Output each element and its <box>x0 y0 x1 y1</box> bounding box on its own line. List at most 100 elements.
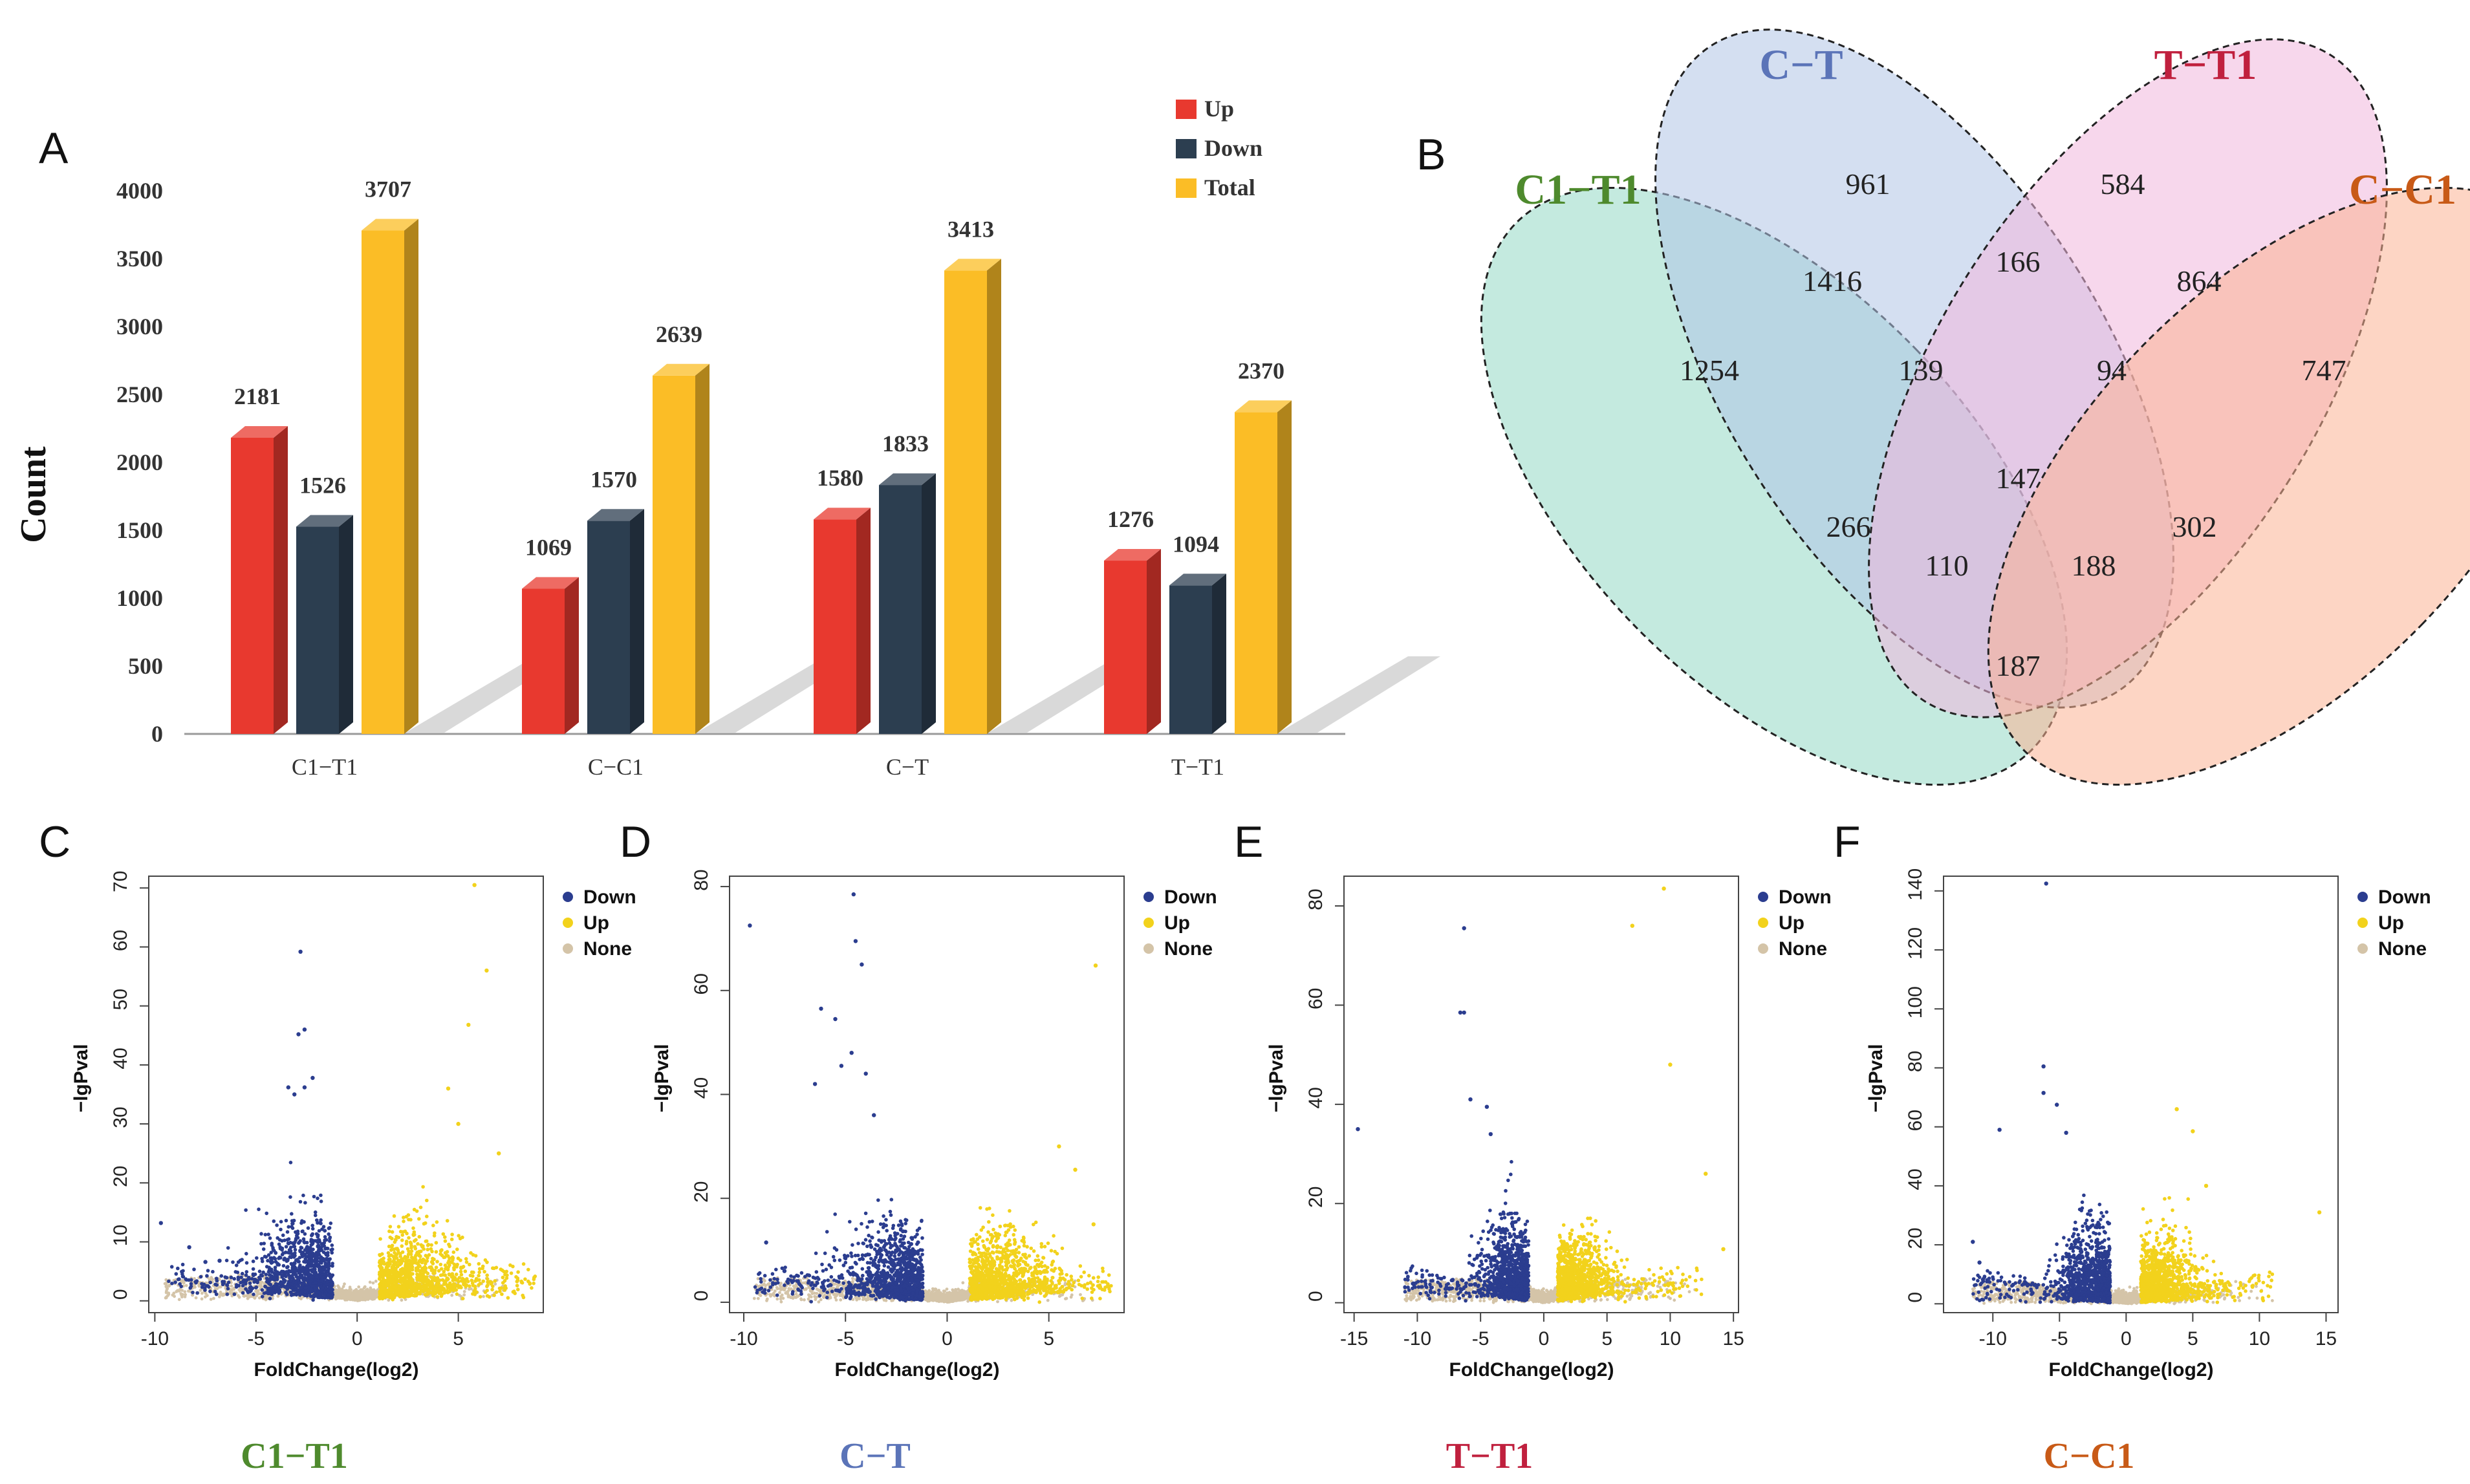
up-outlier-point <box>484 968 489 973</box>
down-point <box>279 1220 283 1224</box>
bar-down-t-t1: 1094 <box>1169 531 1226 734</box>
bar-front-face <box>231 437 274 734</box>
none-point <box>819 1298 823 1302</box>
none-point <box>199 1289 202 1292</box>
down-point <box>313 1293 318 1297</box>
down-point <box>205 1274 209 1278</box>
bar-front-face <box>814 519 856 734</box>
bar-front-face <box>587 521 630 734</box>
down-point <box>330 1273 335 1277</box>
down-point <box>288 1245 293 1249</box>
down-point <box>312 1264 316 1269</box>
none-point <box>204 1295 207 1299</box>
up-point <box>396 1225 401 1229</box>
bar-top-face <box>653 363 710 376</box>
down-point <box>316 1234 320 1239</box>
venn-region-count: 1416 <box>1803 264 1862 297</box>
down-point <box>226 1287 230 1291</box>
up-point <box>386 1270 390 1274</box>
up-point <box>432 1257 436 1262</box>
down-point <box>260 1295 265 1298</box>
down-point <box>270 1292 274 1296</box>
up-point <box>443 1239 448 1243</box>
none-point <box>493 1282 497 1286</box>
down-point <box>303 1286 308 1290</box>
up-point <box>435 1295 440 1299</box>
down-point <box>265 1280 269 1284</box>
down-point <box>329 1221 333 1225</box>
none-point <box>810 1292 814 1295</box>
up-point <box>431 1293 435 1298</box>
up-point <box>493 1279 497 1283</box>
down-point <box>277 1289 282 1294</box>
venn-set-label: C1−T1 <box>1515 166 1641 213</box>
none-point <box>840 1292 844 1296</box>
down-point <box>195 1279 199 1283</box>
down-point <box>244 1273 248 1277</box>
down-point <box>327 1232 331 1236</box>
down-point <box>329 1282 334 1286</box>
bar-front-face <box>944 270 987 734</box>
up-point <box>521 1262 526 1266</box>
down-point <box>195 1291 199 1295</box>
bar-front-face <box>1104 561 1147 734</box>
none-point <box>343 1282 346 1286</box>
up-point <box>406 1274 409 1278</box>
up-point <box>483 1258 488 1262</box>
down-point <box>329 1296 334 1300</box>
down-point <box>225 1292 230 1296</box>
bar-down-c-c1: 1570 <box>587 466 644 734</box>
up-point <box>382 1287 386 1291</box>
bar-value-label: 2639 <box>656 321 702 347</box>
up-point <box>471 1274 475 1278</box>
up-point <box>439 1262 443 1267</box>
none-point <box>276 1295 280 1298</box>
down-point <box>288 1279 293 1283</box>
down-point <box>291 1276 295 1280</box>
bar-value-label: 1833 <box>882 431 929 457</box>
up-point <box>491 1266 495 1270</box>
up-point <box>419 1277 424 1282</box>
down-point <box>327 1264 332 1268</box>
down-outlier-point <box>298 949 303 954</box>
up-point <box>420 1266 424 1271</box>
up-point <box>384 1282 389 1286</box>
none-point <box>815 1291 819 1295</box>
down-point <box>222 1280 226 1284</box>
up-point <box>486 1280 490 1284</box>
none-point <box>871 1297 874 1301</box>
none-point <box>357 1285 361 1289</box>
bar-total-c-t: 3413 <box>944 216 1001 734</box>
up-point <box>439 1249 443 1253</box>
up-point <box>382 1260 385 1264</box>
down-point <box>292 1255 296 1259</box>
bar-category-label: T−T1 <box>1171 754 1224 780</box>
none-point <box>765 1299 768 1302</box>
up-point <box>387 1244 391 1249</box>
down-point <box>181 1274 186 1279</box>
up-point <box>477 1267 482 1271</box>
down-point <box>323 1269 328 1273</box>
down-point <box>316 1251 320 1255</box>
up-point <box>473 1287 477 1291</box>
legend-dot-up <box>563 918 573 928</box>
up-point <box>451 1256 455 1260</box>
down-point <box>174 1272 179 1276</box>
venn-region-count: 94 <box>2097 354 2127 387</box>
none-point <box>180 1293 184 1296</box>
legend-swatch-total <box>1176 178 1197 198</box>
bar-top-face <box>814 508 871 520</box>
up-point <box>424 1283 428 1287</box>
up-point <box>393 1251 396 1255</box>
venn-region-count: 110 <box>1925 549 1968 582</box>
up-point <box>383 1268 387 1272</box>
up-point <box>388 1225 393 1229</box>
none-point <box>208 1278 211 1282</box>
volcano-points <box>158 883 537 1302</box>
up-point <box>501 1275 505 1280</box>
down-point <box>264 1273 268 1276</box>
up-point <box>411 1272 415 1276</box>
up-point <box>468 1284 471 1288</box>
up-point <box>393 1273 397 1276</box>
